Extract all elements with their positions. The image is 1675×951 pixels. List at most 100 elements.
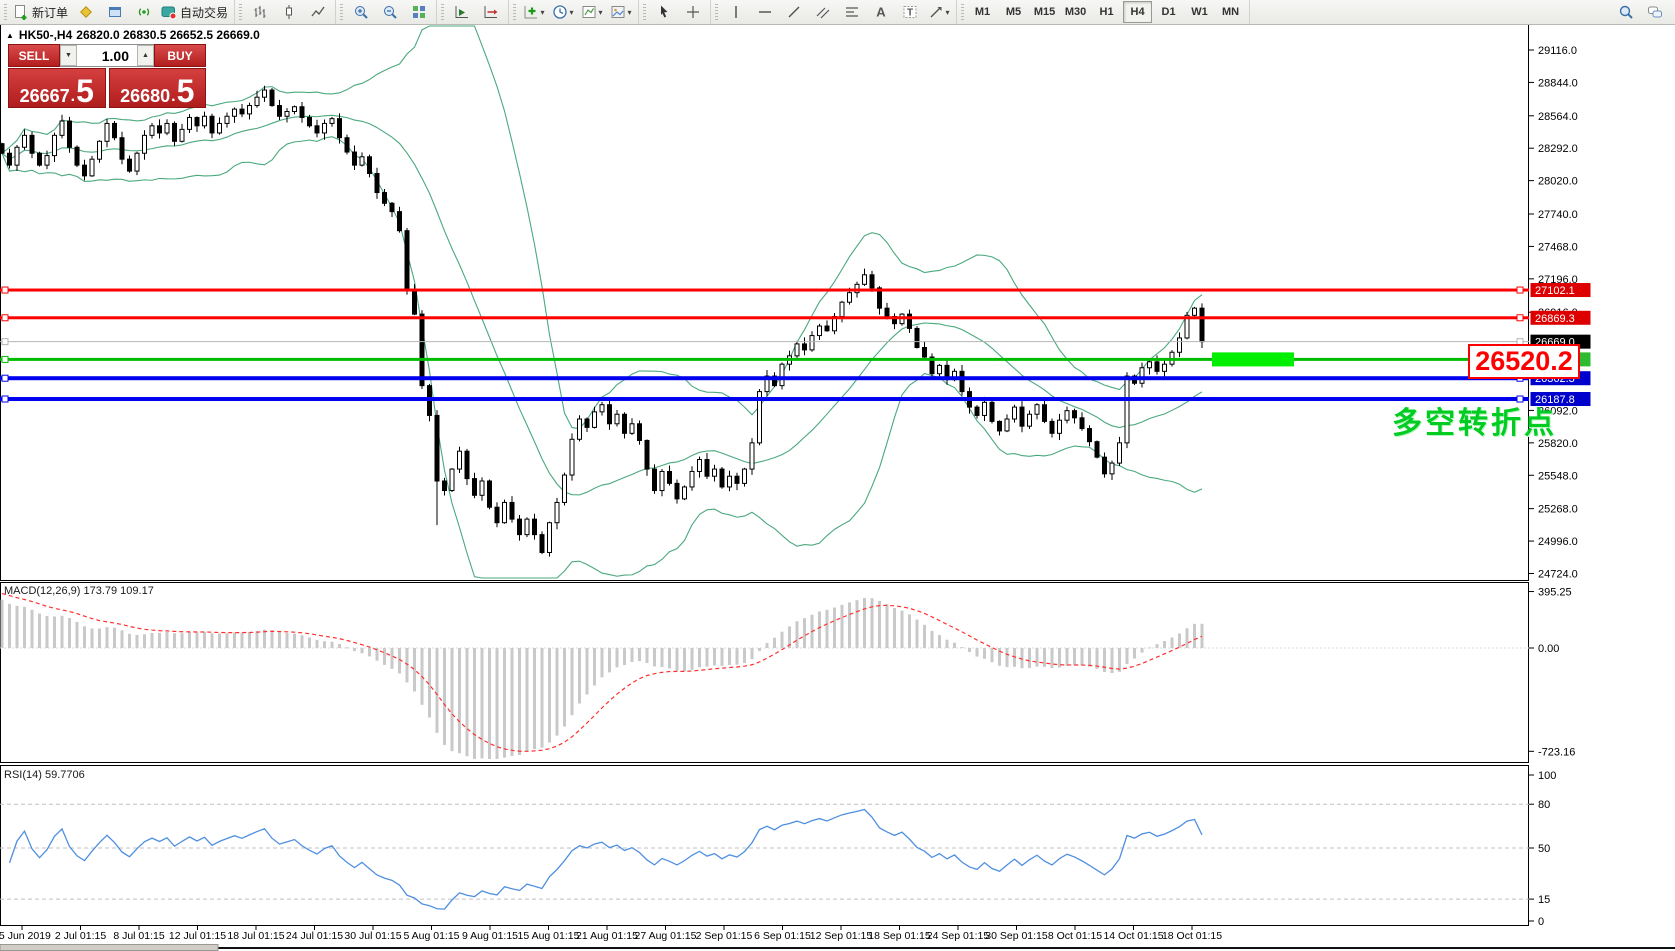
buy-price-main: 26680 bbox=[120, 86, 171, 106]
autotrading-button[interactable]: 自动交易 bbox=[158, 0, 231, 24]
buy-button[interactable]: BUY bbox=[154, 44, 206, 67]
horizontal-line-26187.8[interactable] bbox=[0, 395, 1529, 403]
date-label: 21 Aug 01:15 bbox=[576, 930, 638, 942]
zoom-out-icon bbox=[383, 6, 397, 19]
chart-candles-button[interactable] bbox=[274, 0, 303, 24]
horizontal-line-26669.0[interactable] bbox=[0, 338, 1529, 346]
zoom-out-button[interactable] bbox=[375, 0, 404, 24]
arrows-button[interactable]: ▾ bbox=[924, 0, 953, 24]
hscroll-thumb[interactable] bbox=[0, 944, 219, 951]
toolbar-right-group bbox=[1608, 0, 1675, 24]
price-tick-label: 24724.0 bbox=[1538, 568, 1578, 580]
text-button[interactable]: A bbox=[866, 0, 895, 24]
new-order-icon bbox=[15, 5, 27, 20]
sell-price-box[interactable]: 26667. 5 bbox=[8, 68, 106, 108]
fibonacci-button[interactable] bbox=[837, 0, 866, 24]
turning-point-annotation[interactable]: 多空转折点 bbox=[1392, 407, 1557, 440]
chart-shift-button[interactable] bbox=[476, 0, 505, 24]
price-axis[interactable]: 29116.0 28844.0 28564.0 28292.0 28020.0 27740… bbox=[1529, 45, 1591, 580]
periods-button[interactable]: ▾ bbox=[548, 0, 577, 24]
indicators-button[interactable]: ▾ bbox=[519, 0, 548, 24]
arrows-dropdown-arrow[interactable]: ▾ bbox=[945, 7, 950, 17]
tile-windows-button[interactable] bbox=[404, 0, 433, 24]
price-tick-label: 25820.0 bbox=[1538, 438, 1578, 450]
auto-scroll-icon bbox=[455, 6, 468, 18]
text-label-button[interactable]: T bbox=[895, 0, 924, 24]
toolbar-drag-handle bbox=[4, 4, 7, 20]
green-highlight-zone[interactable] bbox=[1212, 352, 1294, 367]
search-icon bbox=[1619, 5, 1633, 19]
trendline-button[interactable] bbox=[779, 0, 808, 24]
cursor-icon bbox=[660, 5, 668, 18]
volume-increase-button[interactable]: ▲ bbox=[137, 45, 154, 66]
new-order-label: 新订单 bbox=[32, 5, 69, 20]
templates-dropdown-arrow[interactable]: ▾ bbox=[598, 7, 603, 17]
terminal-button[interactable] bbox=[100, 0, 129, 24]
toolbar-group: A T ▾ bbox=[711, 0, 958, 24]
toolbar-drag-handle bbox=[340, 4, 344, 20]
profiles-button[interactable]: ▾ bbox=[606, 0, 635, 24]
vertical-line-icon bbox=[734, 6, 737, 18]
rsi-tick-label: 50 bbox=[1538, 843, 1550, 855]
cursor-button[interactable] bbox=[649, 0, 678, 24]
date-axis[interactable]: 25 Jun 2019 2 Jul 01:15 8 Jul 01:15 12 Jul … bbox=[0, 925, 1222, 943]
price-tick-label: 27740.0 bbox=[1538, 209, 1578, 221]
svg-text:26187.8: 26187.8 bbox=[1535, 394, 1575, 406]
sell-button[interactable]: SELL bbox=[8, 44, 60, 67]
date-label: 15 Aug 01:15 bbox=[518, 930, 580, 942]
signals-button[interactable] bbox=[129, 0, 158, 24]
price-tag-26187.8: 26187.8 bbox=[1530, 392, 1591, 407]
crosshair-button[interactable] bbox=[678, 0, 707, 24]
horizontal-line-26869.3[interactable] bbox=[0, 314, 1529, 322]
profiles-dropdown-arrow[interactable]: ▾ bbox=[627, 7, 632, 17]
price-annotation-label[interactable]: 26520.2 bbox=[1468, 344, 1580, 379]
price-tick-label: 28020.0 bbox=[1538, 176, 1578, 188]
chart-bars-button[interactable] bbox=[245, 0, 274, 24]
rsi-label: RSI(14) 59.7706 bbox=[4, 769, 85, 781]
trendline-icon bbox=[788, 6, 800, 18]
timeframe-h4-button[interactable]: H4 bbox=[1123, 1, 1153, 23]
horizontal-line-button[interactable] bbox=[750, 0, 779, 24]
metaeditor-button[interactable] bbox=[71, 0, 100, 24]
price-tick-label: 27196.0 bbox=[1538, 274, 1578, 286]
date-label: 27 Aug 01:15 bbox=[635, 930, 697, 942]
timeframe-m15-button[interactable]: M15 bbox=[1033, 6, 1056, 18]
buy-price-box[interactable]: 26680. 5 bbox=[108, 68, 206, 108]
sell-price-big-digit: 5 bbox=[76, 72, 94, 109]
auto-scroll-button[interactable] bbox=[447, 0, 476, 24]
date-label: 2 Jul 01:15 bbox=[55, 930, 107, 942]
timeframe-mn-button[interactable]: MN bbox=[1221, 6, 1240, 18]
level-lines[interactable] bbox=[0, 286, 1529, 403]
bottom-strip[interactable] bbox=[0, 944, 1675, 951]
date-label: 14 Oct 01:15 bbox=[1103, 930, 1163, 942]
timeframe-w1-button[interactable]: W1 bbox=[1191, 6, 1208, 18]
volume-input[interactable]: 1.00 bbox=[101, 47, 129, 64]
timeframe-m1-button[interactable]: M1 bbox=[974, 6, 991, 18]
new-order-button[interactable]: 新订单 bbox=[10, 0, 71, 24]
horizontal-line-27102.1[interactable] bbox=[0, 286, 1529, 294]
equidistant-channel-button[interactable] bbox=[808, 0, 837, 24]
arrows-icon bbox=[930, 7, 942, 18]
chart-line-button[interactable] bbox=[303, 0, 332, 24]
sell-price-main: 26667 bbox=[19, 86, 70, 106]
zoom-in-button[interactable] bbox=[346, 0, 375, 24]
date-label: 25 Jun 2019 bbox=[0, 930, 51, 942]
date-label: 18 Jul 01:15 bbox=[227, 930, 284, 942]
equidistant-channel-icon bbox=[816, 7, 829, 19]
timeframe-m30-button[interactable]: M30 bbox=[1064, 6, 1087, 18]
collapse-panel-icon[interactable]: ▲ bbox=[6, 31, 14, 40]
chat-button[interactable] bbox=[1640, 0, 1669, 24]
horizontal-line-icon bbox=[758, 11, 771, 13]
timeframe-d1-button[interactable]: D1 bbox=[1161, 6, 1176, 18]
periods-dropdown-arrow[interactable]: ▾ bbox=[569, 7, 574, 17]
toolbar-drag-handle bbox=[715, 4, 719, 20]
search-button[interactable] bbox=[1611, 0, 1640, 24]
timeframe-m5-button[interactable]: M5 bbox=[1005, 6, 1022, 18]
fibonacci-icon bbox=[845, 7, 858, 17]
indicators-dropdown-arrow[interactable]: ▾ bbox=[540, 7, 545, 17]
volume-decrease-button[interactable]: ▼ bbox=[60, 45, 77, 66]
vertical-line-button[interactable] bbox=[721, 0, 750, 24]
timeframe-h1-button[interactable]: H1 bbox=[1099, 6, 1114, 18]
templates-button[interactable]: ▾ bbox=[577, 0, 606, 24]
